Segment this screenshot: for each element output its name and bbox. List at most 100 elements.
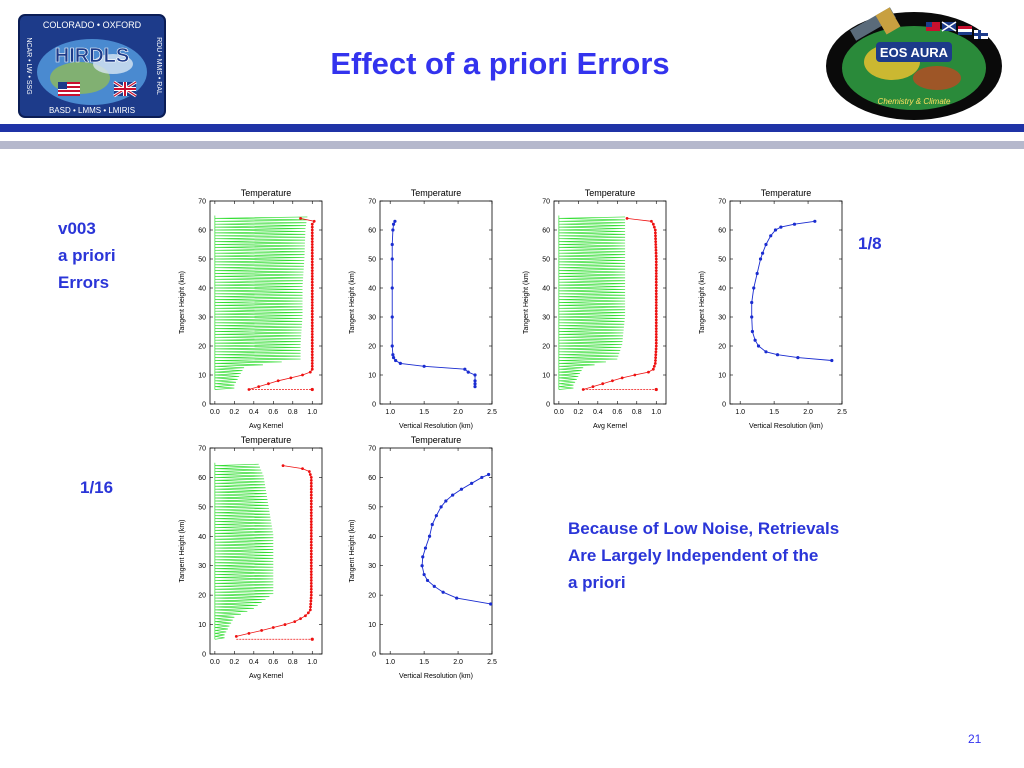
- errors-label: Errors: [58, 273, 110, 292]
- y-tick-label: 50: [718, 257, 726, 264]
- resolution-point: [813, 219, 817, 223]
- max-kernel-point: [310, 251, 314, 255]
- chart-title: Temperature: [761, 188, 812, 198]
- hirdls-left-text: NCAR • LW • SSG: [25, 37, 32, 94]
- x-tick-label: 2.5: [837, 409, 847, 416]
- y-tick-label: 40: [368, 534, 376, 541]
- kernel-lines: [214, 463, 274, 640]
- max-kernel-point: [649, 219, 653, 223]
- max-kernel-point: [309, 599, 313, 603]
- hirdls-logo: COLORADO • OXFORD HIRDLS BASD • LMMS • L…: [18, 14, 166, 118]
- resolution-point: [764, 350, 768, 354]
- resolution-line: [751, 220, 832, 361]
- max-kernel-point: [310, 327, 314, 330]
- header-divider-light: [0, 141, 1024, 149]
- max-kernel-point: [654, 286, 658, 290]
- max-kernel-point: [310, 225, 314, 229]
- max-kernel-point: [310, 272, 314, 275]
- max-kernel-point: [654, 289, 658, 293]
- max-kernel-point: [309, 511, 313, 515]
- max-kernel-point: [310, 335, 314, 339]
- satellite-icon: [850, 7, 901, 41]
- y-tick-label: 10: [542, 373, 550, 380]
- y-tick-label: 0: [372, 652, 376, 659]
- y-tick-label: 40: [718, 286, 726, 293]
- resolution-point: [391, 228, 395, 232]
- eos-aura-text: EOS AURA: [880, 45, 949, 60]
- x-tick-label: 1.0: [651, 409, 661, 416]
- y-tick-label: 50: [368, 504, 376, 511]
- max-kernel-point: [309, 523, 313, 526]
- max-kernel-point: [654, 344, 658, 348]
- resolution-point: [750, 300, 754, 305]
- y-tick-label: 60: [368, 228, 376, 235]
- max-kernel-point: [310, 367, 314, 371]
- max-kernel-point: [267, 382, 270, 386]
- resolution-point: [423, 546, 428, 550]
- max-kernel-point: [310, 240, 314, 243]
- max-kernel-point: [310, 341, 314, 345]
- resolution-point: [432, 584, 436, 588]
- max-kernel-point: [310, 269, 314, 272]
- resolution-point: [390, 286, 394, 290]
- max-kernel-point: [309, 605, 312, 609]
- page-title: Effect of a priori Errors: [330, 46, 670, 81]
- x-tick-label: 2.5: [487, 659, 497, 666]
- max-kernel-point: [309, 505, 313, 509]
- y-tick-label: 50: [542, 257, 550, 264]
- max-kernel-point: [654, 309, 658, 313]
- max-kernel-point: [654, 350, 658, 354]
- x-tick-label: 1.5: [769, 409, 779, 416]
- note-line: Are Largely Independent of the: [568, 546, 819, 565]
- y-tick-label: 10: [368, 373, 376, 380]
- max-kernel-point: [309, 590, 313, 594]
- resolution-point: [390, 242, 394, 247]
- y-tick-label: 30: [542, 315, 550, 322]
- max-kernel-point: [247, 632, 251, 635]
- y-tick-label: 10: [718, 373, 726, 380]
- max-kernel-point: [310, 304, 314, 307]
- max-kernel-point: [309, 579, 313, 582]
- max-kernel-point: [309, 537, 313, 541]
- max-kernel-point: [654, 315, 658, 319]
- y-tick-label: 50: [198, 257, 206, 264]
- y-tick-label: 40: [198, 534, 206, 541]
- max-kernel-point: [310, 263, 314, 267]
- plot-frame: [209, 447, 323, 655]
- resolution-line: [391, 221, 476, 387]
- max-kernel-point: [271, 626, 275, 629]
- max-kernel-point: [310, 234, 314, 238]
- max-kernel-point: [310, 283, 314, 287]
- y-tick-label: 20: [368, 344, 376, 351]
- x-tick-label: 1.0: [307, 409, 317, 416]
- resolution-point: [390, 257, 394, 261]
- resolution-point: [473, 382, 477, 386]
- y-tick-label: 40: [368, 286, 376, 293]
- max-kernel-point: [309, 552, 313, 556]
- max-kernel-point: [309, 490, 313, 494]
- x-tick-label: 1.0: [385, 409, 395, 416]
- max-kernel-point: [654, 330, 658, 333]
- max-kernel-point: [309, 496, 313, 500]
- y-tick-label: 50: [368, 257, 376, 264]
- max-kernel-point: [310, 318, 314, 322]
- y-axis-label: Tangent Height (km): [349, 271, 356, 334]
- max-kernel-point: [309, 573, 313, 576]
- y-tick-label: 0: [202, 652, 206, 659]
- x-tick-label: 0.4: [593, 409, 603, 416]
- y-tick-label: 0: [546, 402, 550, 409]
- max-kernel-point: [310, 362, 314, 365]
- resolution-point: [459, 487, 464, 491]
- max-kernel-point: [310, 257, 314, 261]
- max-kernel-point: [310, 344, 314, 348]
- y-tick-label: 50: [198, 504, 206, 511]
- netherlands-flag-icon: [958, 26, 972, 35]
- chart-kernel-eighth: Temperature Avg Kernel Tangent Height (km)…: [523, 188, 667, 430]
- ratio-label-eighth: 1/8: [858, 234, 882, 253]
- chart-kernel-v003: Temperature Avg Kernel Tangent Height (km)…: [179, 188, 323, 430]
- resolution-point: [470, 481, 474, 485]
- x-axis-label: Avg Kernel: [249, 673, 284, 680]
- max-kernel-point: [283, 623, 287, 626]
- max-kernel-point: [310, 321, 314, 325]
- max-kernel-point: [310, 275, 314, 278]
